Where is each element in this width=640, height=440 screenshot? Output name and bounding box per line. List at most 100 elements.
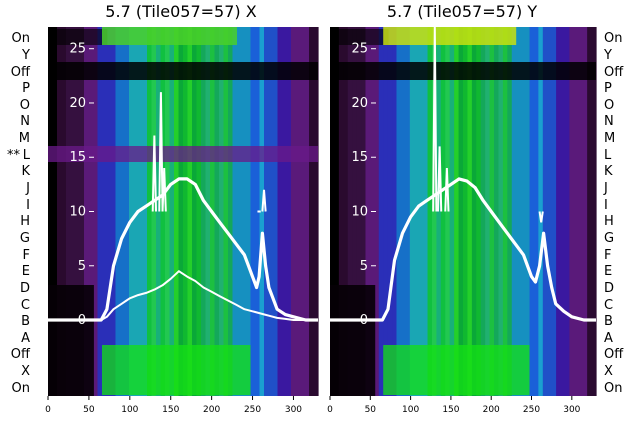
row-label: O bbox=[20, 98, 30, 113]
row-label: M bbox=[19, 131, 30, 146]
dark-strip bbox=[48, 29, 108, 45]
heatmap-band bbox=[97, 27, 103, 396]
x-tick-label: 200 bbox=[483, 405, 500, 415]
y-tick-label: 15 bbox=[351, 150, 368, 165]
heatmap-band bbox=[542, 27, 548, 396]
spike-line bbox=[261, 189, 267, 212]
heatmap-band bbox=[511, 27, 517, 396]
heatmap-band bbox=[57, 27, 63, 396]
row-label: Off bbox=[11, 65, 31, 80]
heatmap-band bbox=[454, 27, 460, 396]
row-label: H bbox=[604, 214, 614, 229]
y-tick-label: 15 bbox=[69, 150, 86, 165]
spike-line bbox=[437, 146, 443, 212]
heatmap-band bbox=[201, 27, 207, 396]
heatmap-band bbox=[313, 27, 319, 396]
row-label: On bbox=[12, 381, 30, 396]
dark-region bbox=[330, 285, 376, 396]
heatmap-band bbox=[431, 27, 437, 396]
x-tick-label: 100 bbox=[121, 405, 138, 415]
heatmap-band bbox=[356, 27, 362, 396]
heatmap-band bbox=[232, 27, 238, 396]
heatmap-band bbox=[111, 27, 117, 396]
heatmap-band bbox=[383, 27, 389, 396]
row-label: L bbox=[23, 148, 31, 163]
heatmap-band bbox=[295, 27, 301, 396]
y-tick-label: 20 bbox=[351, 96, 368, 111]
x-tick-label: 200 bbox=[203, 405, 220, 415]
heatmap-band bbox=[476, 27, 482, 396]
spike-line bbox=[151, 135, 157, 212]
heatmap-band bbox=[187, 27, 193, 396]
x-tick-label: 300 bbox=[285, 405, 302, 415]
row-label: Off bbox=[604, 347, 624, 362]
heatmap-band bbox=[405, 27, 411, 396]
heatmap-band bbox=[84, 27, 90, 396]
heatmap-band bbox=[582, 27, 588, 396]
heatmap-band bbox=[169, 27, 175, 396]
row-label: X bbox=[21, 364, 30, 379]
spike-line bbox=[538, 211, 544, 223]
heatmap-band bbox=[93, 27, 99, 396]
heatmap-band bbox=[556, 27, 562, 396]
row-label: P bbox=[604, 81, 612, 96]
heatmap-band bbox=[192, 27, 198, 396]
heatmap-band bbox=[569, 27, 575, 396]
y-tick-label: 10 bbox=[351, 205, 368, 220]
heatmap-band bbox=[418, 27, 424, 396]
row-label: A bbox=[604, 331, 613, 346]
heatmap-band bbox=[347, 27, 353, 396]
heatmap-band bbox=[525, 27, 531, 396]
heatmap-band bbox=[66, 27, 72, 396]
x-tick-label: 250 bbox=[244, 405, 261, 415]
heatmap-band bbox=[214, 27, 220, 396]
y-tick-label: 25 bbox=[69, 42, 86, 57]
heatmap-band bbox=[547, 27, 553, 396]
dark-region bbox=[48, 285, 94, 396]
row-label: Y bbox=[603, 48, 612, 63]
heatmap-band bbox=[529, 27, 535, 396]
heatmap-band bbox=[268, 27, 274, 396]
row-label: E bbox=[604, 264, 612, 279]
spike-line bbox=[158, 92, 164, 212]
heatmap-band bbox=[414, 27, 420, 396]
heatmap-band bbox=[587, 27, 593, 396]
row-label: D bbox=[20, 281, 30, 296]
row-label: F bbox=[23, 248, 30, 263]
x-tick-label: 150 bbox=[442, 405, 459, 415]
heatmap-band bbox=[52, 27, 58, 396]
heatmap-band bbox=[205, 27, 211, 396]
heatmap-band bbox=[75, 27, 81, 396]
x-tick-label: 100 bbox=[402, 405, 419, 415]
heatmap-band bbox=[223, 27, 229, 396]
y-tick-label: 20 bbox=[69, 96, 86, 111]
heatmap-band bbox=[106, 27, 112, 396]
series-line bbox=[48, 177, 318, 322]
x-tick-label: 250 bbox=[523, 405, 540, 415]
heatmap-band bbox=[427, 27, 433, 396]
row-label: J bbox=[25, 181, 30, 196]
row-label: L bbox=[604, 148, 612, 163]
spike-line bbox=[444, 168, 450, 212]
heatmap-band bbox=[423, 27, 429, 396]
x-tick-label: 50 bbox=[365, 405, 377, 415]
dark-strip bbox=[330, 62, 596, 80]
heatmap-band bbox=[480, 27, 486, 396]
row-label: X bbox=[604, 364, 613, 379]
heatmap-band bbox=[151, 27, 157, 396]
heatmap-band bbox=[338, 27, 344, 396]
heatmap-band bbox=[573, 27, 579, 396]
heatmap-band bbox=[538, 27, 544, 396]
heatmap-background bbox=[48, 27, 319, 396]
heatmap-band bbox=[304, 27, 310, 396]
row-label: K bbox=[21, 164, 30, 179]
heatmap-band bbox=[264, 27, 270, 396]
heatmap-band bbox=[471, 27, 477, 396]
row-label: Y bbox=[21, 48, 30, 63]
heatmap-band bbox=[560, 27, 566, 396]
heatmap-band bbox=[485, 27, 491, 396]
heatmap-band bbox=[250, 27, 256, 396]
dark-strip bbox=[330, 29, 389, 45]
heatmap-background bbox=[330, 27, 597, 396]
spike-line bbox=[432, 26, 438, 212]
